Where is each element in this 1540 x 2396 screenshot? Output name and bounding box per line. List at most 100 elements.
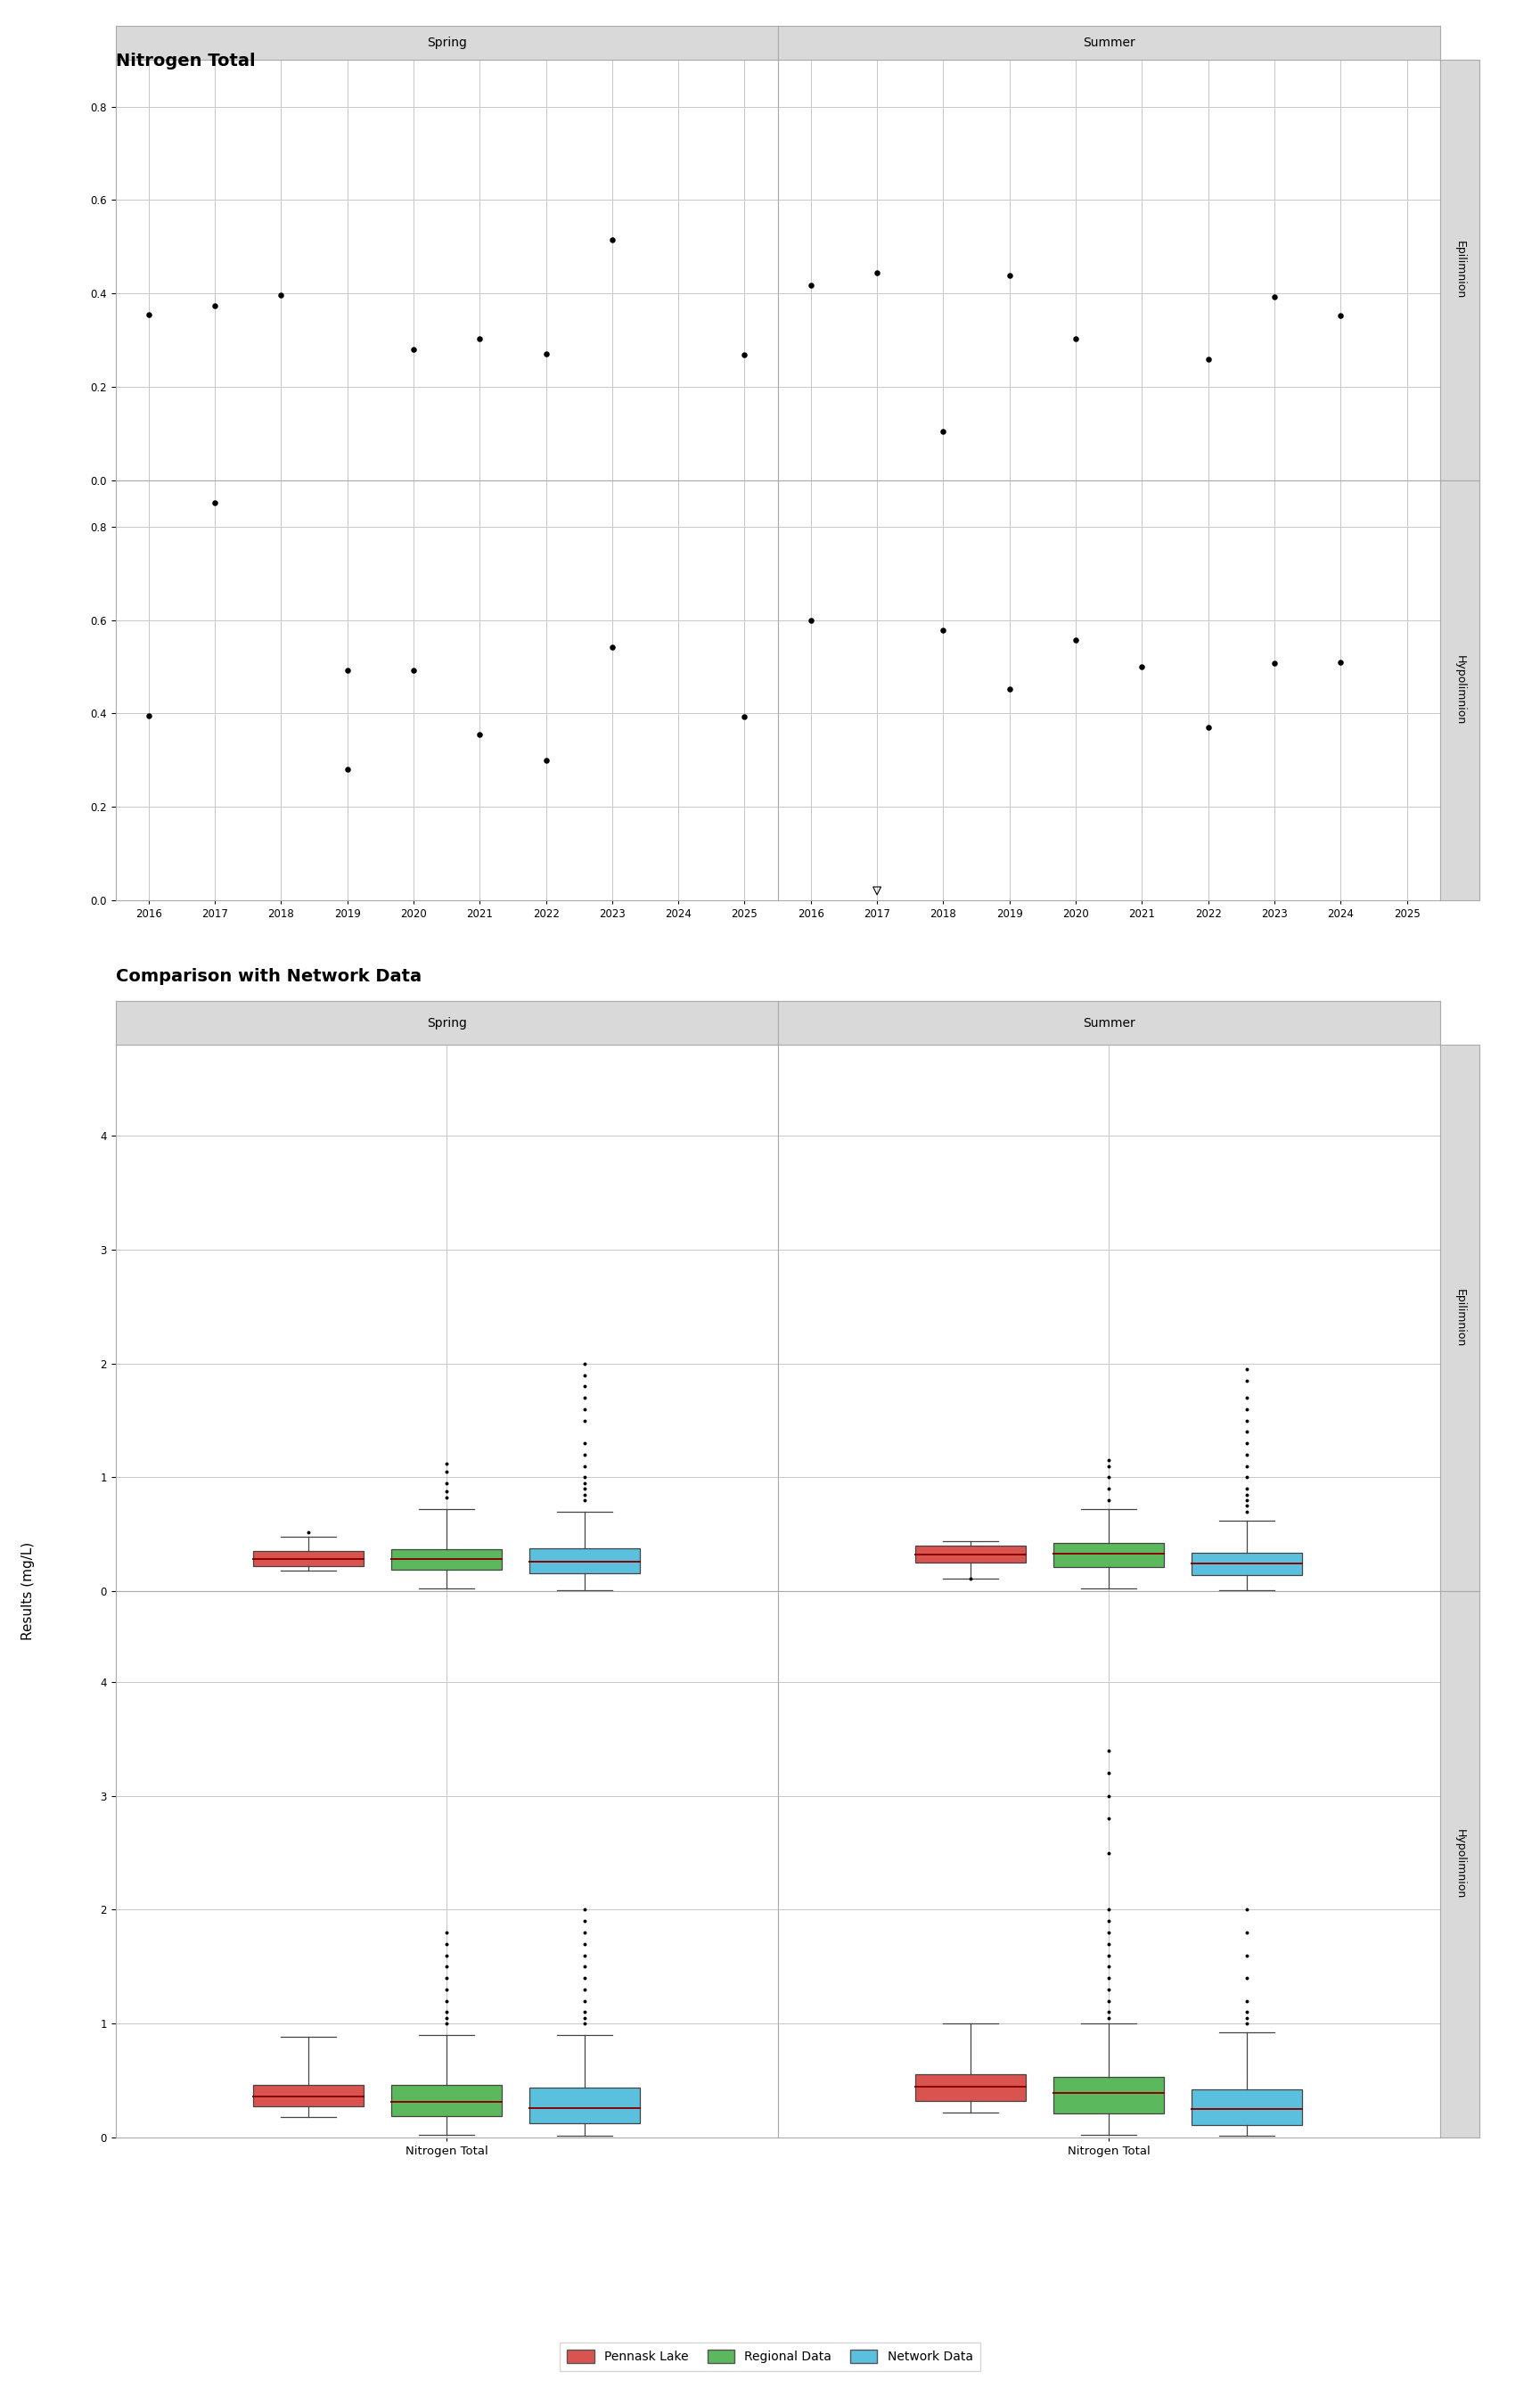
- Point: [573, 1423, 598, 1462]
- Point: [1235, 1993, 1260, 2032]
- Point: [1096, 1799, 1121, 1838]
- Point: [1235, 1361, 1260, 1399]
- Point: [573, 1469, 598, 1507]
- Point: [998, 668, 1023, 707]
- Point: [1235, 1378, 1260, 1416]
- Point: [1235, 1936, 1260, 1974]
- Point: [434, 1993, 459, 2032]
- Point: [1235, 1476, 1260, 1514]
- Point: [1096, 1936, 1121, 1974]
- Point: [958, 1560, 983, 1598]
- Point: [1096, 1440, 1121, 1478]
- Point: [733, 335, 758, 374]
- Point: [573, 1948, 598, 1986]
- Point: [932, 611, 956, 649]
- Point: [1235, 1447, 1260, 1486]
- Point: [1096, 1732, 1121, 1771]
- Point: [467, 716, 491, 755]
- Point: [1096, 1469, 1121, 1507]
- Point: [573, 1356, 598, 1394]
- Bar: [1192, 2089, 1301, 2125]
- Point: [1235, 1390, 1260, 1428]
- Point: [1235, 1960, 1260, 1998]
- Point: [1263, 645, 1287, 683]
- Bar: [1053, 1543, 1164, 1567]
- Point: [434, 1936, 459, 1974]
- Point: [573, 1936, 598, 1974]
- Point: [434, 1948, 459, 1986]
- Point: [1096, 1890, 1121, 1929]
- Point: [203, 484, 228, 522]
- Point: [1096, 1778, 1121, 1816]
- Point: [137, 697, 162, 736]
- Point: [434, 2005, 459, 2044]
- Point: [203, 285, 228, 323]
- Point: [1329, 642, 1354, 680]
- Point: [434, 1464, 459, 1502]
- Point: [799, 266, 824, 304]
- Point: [573, 1981, 598, 2020]
- Point: [573, 1435, 598, 1474]
- Point: [932, 412, 956, 450]
- Bar: [254, 1550, 363, 1567]
- Point: [1096, 1833, 1121, 1871]
- Point: [434, 1924, 459, 1962]
- Point: [1197, 340, 1221, 379]
- Bar: [916, 2075, 1026, 2101]
- Point: [1096, 1902, 1121, 1941]
- Point: [434, 1445, 459, 1483]
- Point: [573, 1970, 598, 2008]
- Point: [402, 652, 427, 690]
- Point: [799, 601, 824, 640]
- Bar: [530, 2087, 639, 2123]
- Legend: Pennask Lake, Regional Data, Network Data: Pennask Lake, Regional Data, Network Dat…: [559, 2343, 981, 2370]
- Point: [1064, 621, 1089, 659]
- Point: [573, 1447, 598, 1486]
- Point: [1235, 1459, 1260, 1498]
- Point: [1064, 321, 1089, 359]
- Text: Results (mg/L): Results (mg/L): [22, 1543, 34, 1641]
- Point: [1235, 1402, 1260, 1440]
- Point: [1329, 297, 1354, 335]
- Bar: [1192, 1553, 1301, 1574]
- Bar: [391, 1550, 502, 1569]
- Point: [1235, 1423, 1260, 1462]
- Point: [601, 628, 625, 666]
- Point: [573, 1993, 598, 2032]
- Point: [1197, 709, 1221, 748]
- Point: [733, 697, 758, 736]
- Point: [1096, 1924, 1121, 1962]
- Point: [1263, 278, 1287, 316]
- Point: [270, 276, 294, 314]
- Text: Comparison with Network Data: Comparison with Network Data: [116, 968, 422, 985]
- Point: [1096, 1754, 1121, 1792]
- Point: [573, 1459, 598, 1498]
- Point: [573, 1344, 598, 1382]
- Point: [1096, 1447, 1121, 1486]
- Point: [1096, 1914, 1121, 1953]
- Point: [434, 1471, 459, 1509]
- Point: [1235, 1914, 1260, 1953]
- Point: [1235, 1486, 1260, 1524]
- Point: [573, 1481, 598, 1519]
- Point: [434, 1452, 459, 1490]
- Point: [137, 295, 162, 333]
- Point: [1096, 1970, 1121, 2008]
- Point: [434, 1981, 459, 2020]
- Point: [1235, 1998, 1260, 2037]
- Point: [1235, 1469, 1260, 1507]
- Point: [573, 1914, 598, 1953]
- Point: [402, 331, 427, 369]
- Point: [573, 1476, 598, 1514]
- Point: [601, 220, 625, 259]
- Point: [998, 256, 1023, 295]
- Point: [534, 740, 559, 779]
- Point: [573, 1960, 598, 1998]
- Point: [865, 254, 890, 292]
- Point: [434, 1960, 459, 1998]
- Bar: [391, 2085, 502, 2116]
- Point: [1096, 1998, 1121, 2037]
- Point: [1096, 1981, 1121, 2020]
- Point: [534, 335, 559, 374]
- Point: [467, 319, 491, 357]
